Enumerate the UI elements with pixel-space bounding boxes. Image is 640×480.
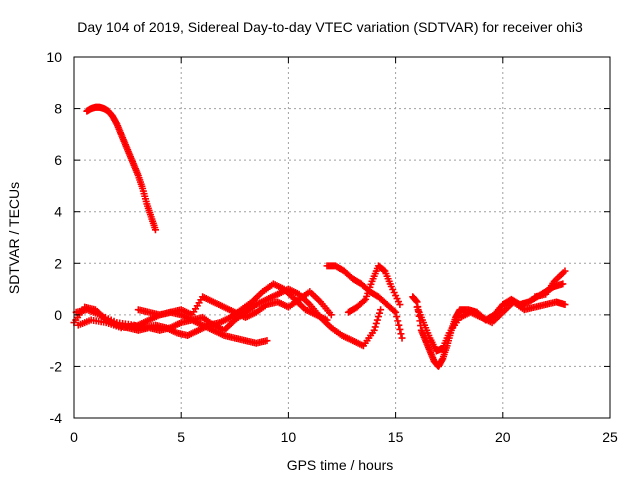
x-axis-label: GPS time / hours — [287, 457, 394, 473]
series-track-i — [531, 267, 569, 301]
data-point — [376, 309, 384, 317]
data-point — [396, 325, 404, 333]
series-track-e — [323, 262, 406, 342]
data-point — [395, 321, 403, 329]
data-point — [372, 319, 380, 327]
x-tick-label: 0 — [70, 429, 78, 445]
y-tick-label: 6 — [54, 152, 62, 168]
data-series — [70, 103, 569, 370]
axis-ticks: 0 5 10 15 20 25 -4 -2 0 2 4 6 8 10 — [46, 49, 618, 445]
y-tick-label: 10 — [46, 49, 62, 65]
y-tick-label: 2 — [54, 255, 62, 271]
data-point — [263, 337, 271, 345]
y-tick-label: -2 — [50, 358, 63, 374]
y-tick-label: -4 — [50, 410, 63, 426]
data-point — [151, 226, 159, 234]
x-tick-label: 5 — [177, 429, 185, 445]
data-point — [561, 267, 569, 275]
data-point — [377, 306, 385, 314]
x-tick-label: 25 — [602, 429, 618, 445]
data-point — [396, 301, 404, 309]
y-axis-label: SDTVAR / TECUs — [6, 182, 22, 294]
series-track-h — [413, 298, 569, 355]
data-point — [394, 317, 402, 325]
series-track-f — [344, 262, 404, 316]
data-point — [373, 316, 381, 324]
data-point — [393, 313, 401, 321]
data-point — [323, 316, 331, 324]
data-point — [561, 301, 569, 309]
data-point — [559, 280, 567, 288]
x-tick-label: 20 — [495, 429, 511, 445]
data-point — [371, 323, 379, 331]
y-tick-label: 4 — [54, 204, 62, 220]
y-tick-label: 8 — [54, 101, 62, 117]
x-tick-label: 10 — [281, 429, 297, 445]
data-point — [397, 330, 405, 338]
series-high-arc — [83, 103, 159, 234]
data-point — [370, 326, 378, 334]
data-point — [374, 313, 382, 321]
data-point — [327, 311, 335, 319]
data-point — [390, 307, 398, 315]
data-point — [360, 297, 368, 305]
series-track-d — [134, 288, 335, 321]
data-point — [398, 334, 406, 342]
grid — [74, 57, 610, 418]
data-point — [392, 308, 400, 316]
plot-frame — [73, 56, 611, 419]
y-tick-label: 0 — [54, 307, 62, 323]
chart-title: Day 104 of 2019, Sidereal Day-to-day VTE… — [77, 19, 583, 35]
x-tick-label: 15 — [388, 429, 404, 445]
